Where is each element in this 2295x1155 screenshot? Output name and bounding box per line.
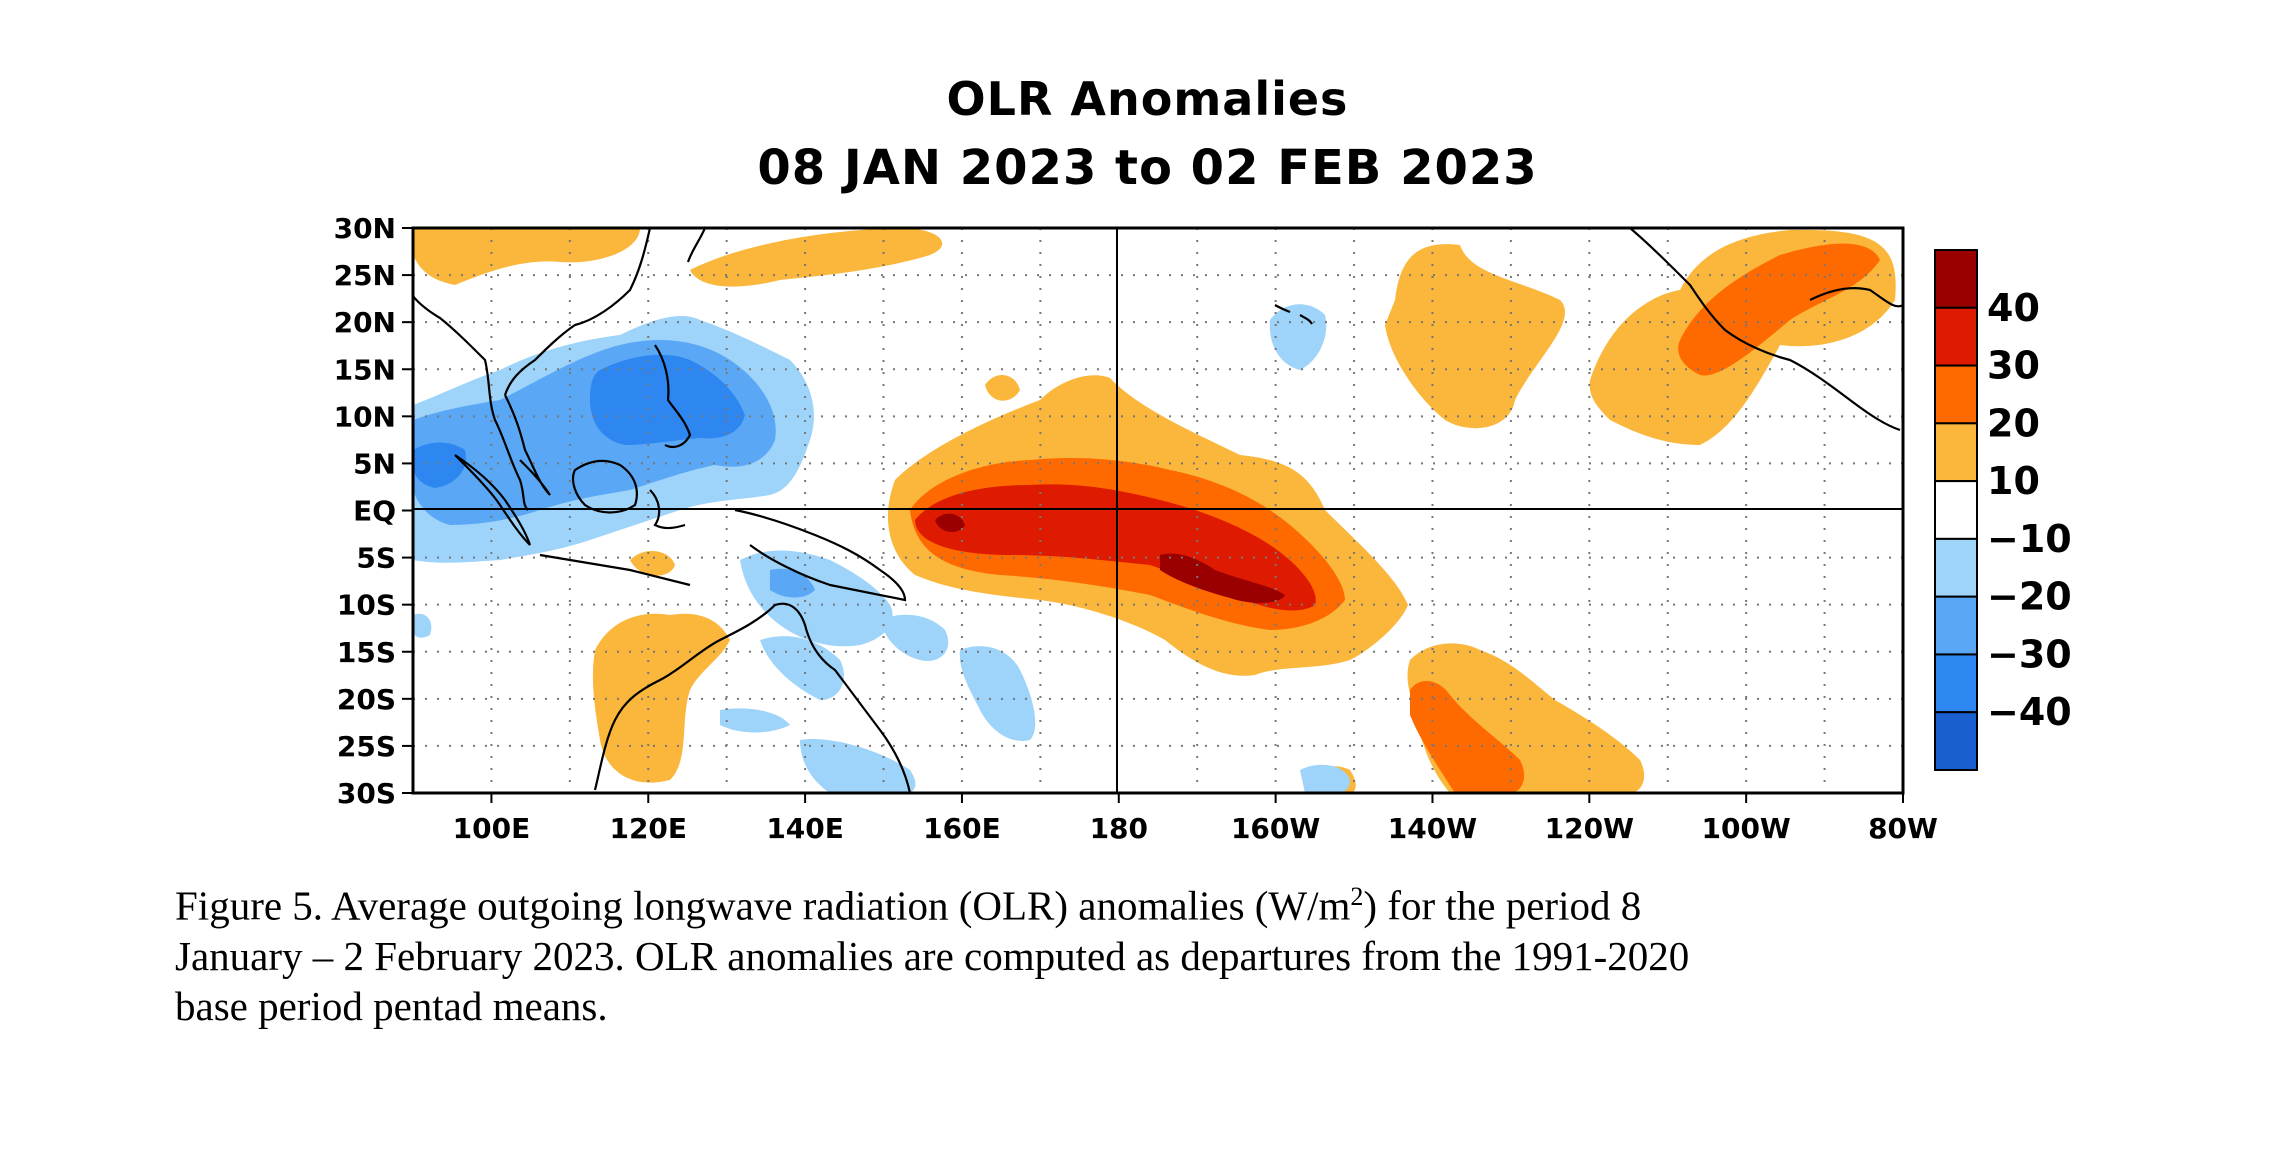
longitude-tick-label: 180 bbox=[1090, 812, 1148, 845]
anomaly-neg10-region bbox=[720, 708, 790, 733]
caption-line-1-text: Figure 5. Average outgoing longwave radi… bbox=[175, 882, 1351, 929]
coastline-new-guinea bbox=[734, 508, 907, 602]
legend-label: 10 bbox=[1987, 459, 2040, 503]
caption-line-2: January – 2 February 2023. OLR anomalies… bbox=[175, 932, 1690, 979]
anomaly-pos20-region bbox=[1678, 243, 1880, 376]
anomaly-pos20-region bbox=[1410, 680, 1525, 793]
anomaly-pos10-region bbox=[985, 374, 1020, 401]
latitude-tick-label: 15S bbox=[337, 636, 396, 669]
latitude-tick-label: 25N bbox=[334, 259, 396, 292]
legend-label: 30 bbox=[1987, 344, 2040, 388]
anomaly-fields bbox=[413, 228, 1896, 793]
latitude-tick-label: 15N bbox=[334, 353, 396, 386]
caption-line-1-end: ) for the period 8 bbox=[1363, 882, 1642, 929]
longitude-tick-label: 160W bbox=[1231, 812, 1320, 845]
longitude-tick-label: 160E bbox=[923, 812, 1001, 845]
latitude-tick-label: 5N bbox=[353, 447, 396, 480]
chart-subtitle-dates: 08 JAN 2023 to 02 FEB 2023 bbox=[757, 140, 1538, 196]
chart-title: OLR Anomalies bbox=[946, 72, 1349, 126]
longitude-tick-label: 140W bbox=[1388, 812, 1477, 845]
coastline-java bbox=[539, 553, 691, 587]
latitude-tick-label: 10S bbox=[337, 589, 396, 622]
anomaly-neg10-region bbox=[1300, 764, 1350, 793]
dotted-gridlines bbox=[413, 228, 1903, 793]
legend-swatch bbox=[1934, 711, 1978, 772]
anomaly-pos10-region bbox=[690, 228, 943, 287]
coastline-borneo bbox=[571, 459, 638, 514]
anomaly-neg10-region bbox=[880, 614, 949, 661]
legend-label: 40 bbox=[1987, 286, 2040, 330]
longitude-tick-label: 100E bbox=[453, 812, 531, 845]
caption-line-3: base period pentad means. bbox=[175, 982, 608, 1029]
longitude-tick-label: 140E bbox=[766, 812, 844, 845]
olr-anomaly-map: 30N 25N 20N 15N 10N 5N EQ 5S 10S 15S 20S 25S 30S 100… bbox=[334, 212, 2072, 845]
caption-line-1: Figure 5. Average outgoing longwave radi… bbox=[175, 872, 2225, 931]
coastline-sumatra bbox=[454, 454, 532, 546]
anomaly-pos10-region bbox=[592, 613, 730, 783]
latitude-tick-label: 20S bbox=[337, 683, 396, 716]
legend-label: −30 bbox=[1987, 632, 2072, 676]
coastline-asia bbox=[413, 295, 529, 511]
latitude-axis-labels: 30N 25N 20N 15N 10N 5N EQ 5S 10S 15S 20S 25S 30S bbox=[334, 212, 413, 810]
legend-swatch bbox=[1934, 306, 1978, 367]
color-legend: 40 30 20 10 −10 −20 −30 −40 bbox=[1934, 249, 2072, 772]
anomaly-pos40-region bbox=[935, 513, 965, 532]
coastline-sulawesi bbox=[649, 489, 686, 530]
longitude-axis-labels: 100E 120E 140E 160E 180 160W 140W 120W 100W 80W bbox=[453, 793, 1938, 845]
anomaly-neg10-region bbox=[800, 739, 916, 793]
anomaly-neg10-region bbox=[959, 646, 1036, 741]
anomaly-pos40-region bbox=[1160, 553, 1285, 603]
latitude-tick-label: 10N bbox=[334, 400, 396, 433]
legend-label: −10 bbox=[1987, 517, 2072, 561]
coastlines bbox=[413, 228, 1903, 793]
anomaly-pos10-region bbox=[1385, 244, 1566, 429]
anomaly-neg10-region bbox=[740, 550, 893, 647]
figure-caption: Figure 5. Average outgoing longwave radi… bbox=[175, 872, 2225, 1031]
legend-swatch bbox=[1934, 364, 1978, 425]
longitude-tick-label: 80W bbox=[1868, 812, 1938, 845]
anomaly-neg10-region bbox=[1269, 304, 1327, 370]
coastline-americas bbox=[1629, 228, 1901, 432]
anomaly-neg10-region bbox=[413, 613, 432, 638]
longitude-tick-label: 120W bbox=[1545, 812, 1634, 845]
anomaly-pos10-region bbox=[413, 228, 640, 285]
coastline-philippines bbox=[654, 344, 692, 449]
anomaly-neg30-region bbox=[413, 442, 466, 488]
caption-superscript: 2 bbox=[1350, 882, 1364, 911]
legend-swatch bbox=[1934, 422, 1978, 483]
legend-label: −20 bbox=[1987, 575, 2072, 619]
legend-label: −40 bbox=[1987, 690, 2072, 734]
latitude-tick-label: 30N bbox=[334, 212, 396, 245]
coastline-china bbox=[503, 228, 652, 396]
latitude-tick-label: 20N bbox=[334, 306, 396, 339]
coastline-hawaii bbox=[1274, 304, 1313, 325]
longitude-tick-label: 100W bbox=[1701, 812, 1790, 845]
legend-swatch bbox=[1934, 537, 1978, 598]
legend-label: 20 bbox=[1987, 401, 2040, 445]
legend-swatch bbox=[1934, 480, 1978, 540]
latitude-tick-label: 25S bbox=[337, 730, 396, 763]
legend-swatch bbox=[1934, 653, 1978, 714]
latitude-tick-label: 30S bbox=[337, 777, 396, 810]
legend-swatch bbox=[1934, 249, 1978, 309]
coastline-gulf bbox=[1809, 286, 1903, 308]
latitude-tick-label: EQ bbox=[353, 495, 396, 528]
latitude-tick-label: 5S bbox=[356, 542, 396, 575]
coastline-australia bbox=[593, 602, 912, 793]
coastline-japan bbox=[686, 228, 707, 263]
longitude-tick-label: 120E bbox=[609, 812, 687, 845]
coastline-indochina bbox=[504, 394, 551, 496]
legend-swatch bbox=[1934, 595, 1978, 656]
